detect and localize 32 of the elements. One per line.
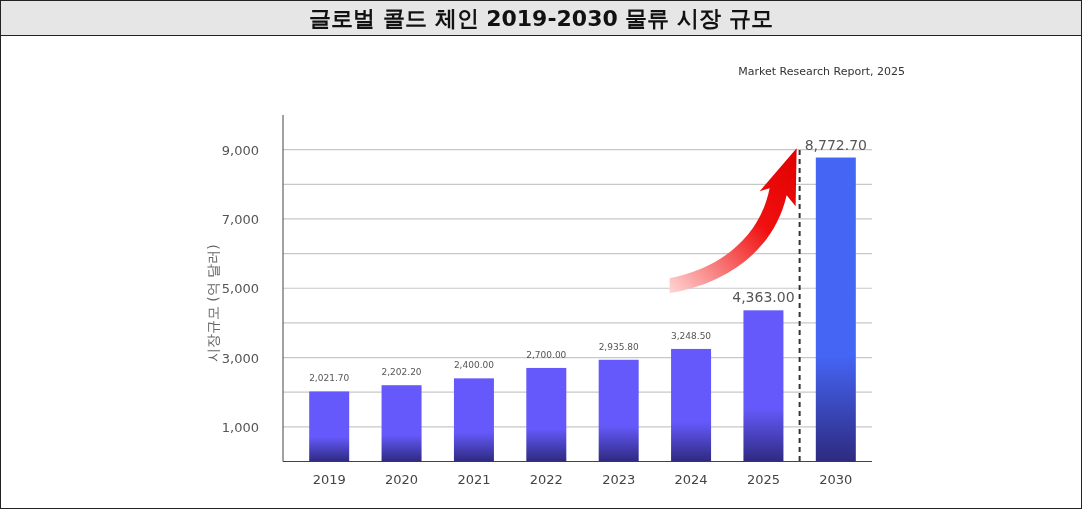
x-tick-label: 2023 xyxy=(602,471,636,487)
bar xyxy=(526,367,567,462)
data-label: 2,202.20 xyxy=(381,367,422,378)
y-tick-label: 3,000 xyxy=(221,350,259,366)
x-tick-label: 2030 xyxy=(819,471,853,487)
x-tick-label: 2019 xyxy=(312,471,346,487)
x-tick-label: 2025 xyxy=(746,471,780,487)
x-tick-label: 2024 xyxy=(674,471,708,487)
x-tick-label: 2021 xyxy=(457,471,491,487)
data-label: 8,772.70 xyxy=(804,136,867,153)
data-label: 2,700.00 xyxy=(526,349,567,360)
bar xyxy=(381,385,422,462)
data-label: 4,363.00 xyxy=(732,289,795,306)
y-tick-label: 5,000 xyxy=(221,281,259,297)
bar xyxy=(453,378,494,462)
bar xyxy=(815,157,856,462)
data-label: 2,021.70 xyxy=(309,373,350,384)
text: Market Research Report, 2025 xyxy=(738,65,905,78)
bar xyxy=(309,391,350,462)
y-axis-title: 시장규모 (억 달러) xyxy=(205,244,221,363)
bar xyxy=(743,310,784,462)
bar xyxy=(598,359,639,462)
y-tick-label: 7,000 xyxy=(221,211,259,227)
data-label: 2,400.00 xyxy=(453,360,495,371)
y-tick-label: 9,000 xyxy=(221,142,259,158)
bar xyxy=(671,348,712,462)
data-label: 3,248.50 xyxy=(671,330,712,341)
data-label: 2,935.80 xyxy=(598,341,639,352)
x-tick-label: 2022 xyxy=(529,471,563,487)
y-tick-label: 1,000 xyxy=(221,419,259,435)
x-tick-label: 2020 xyxy=(385,471,419,487)
chart-title: 글로벌 콜드 체인 2019-2030 물류 시장 규모 xyxy=(309,6,773,31)
